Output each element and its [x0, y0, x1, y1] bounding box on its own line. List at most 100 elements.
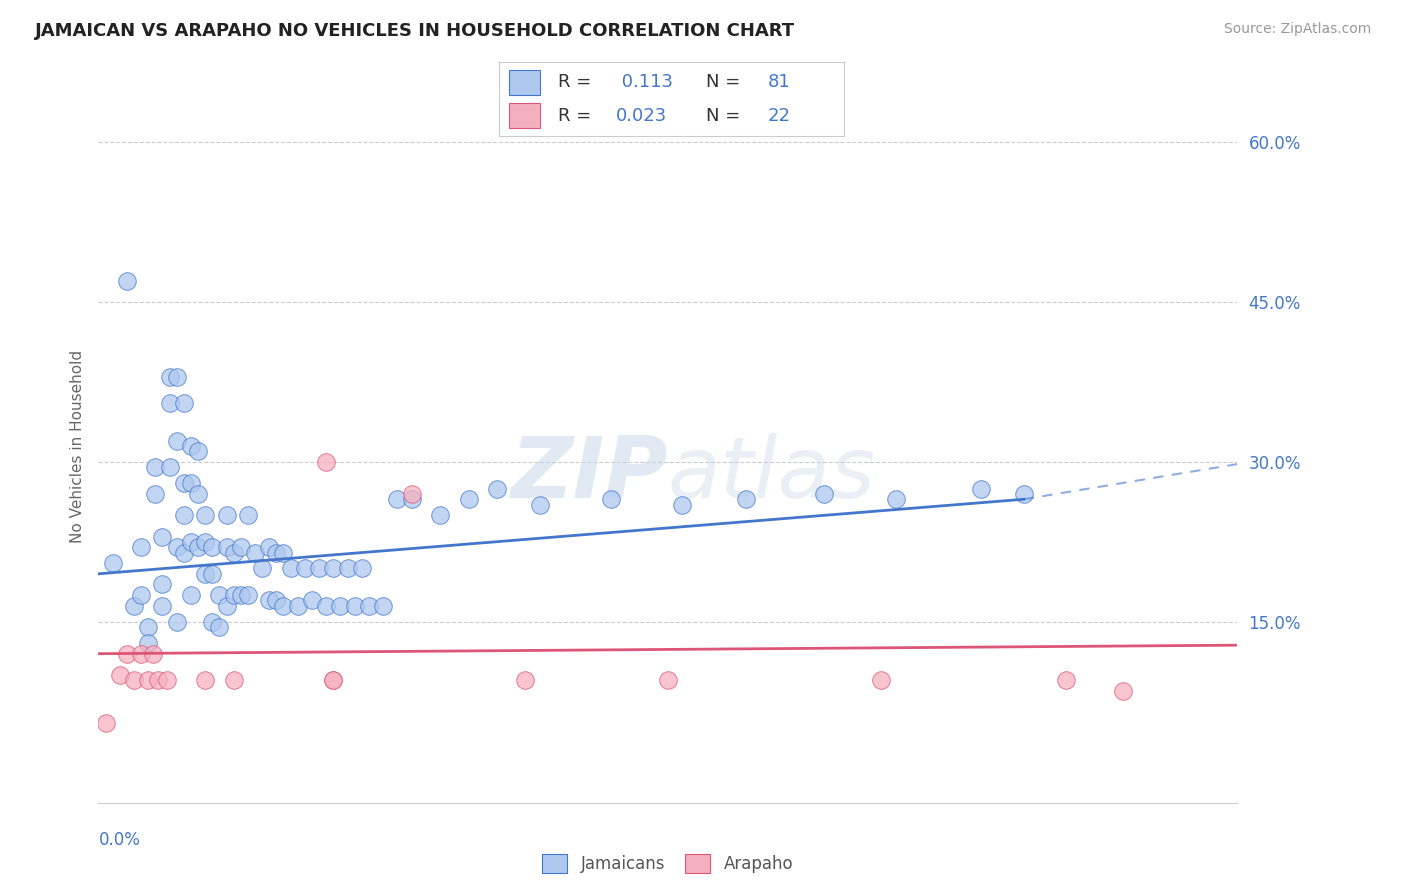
Point	[301, 593, 323, 607]
Point	[387, 492, 409, 507]
Point	[122, 599, 145, 613]
Point	[156, 673, 179, 688]
Point	[236, 508, 259, 523]
Point	[329, 599, 352, 613]
Point	[401, 487, 423, 501]
Point	[166, 434, 188, 448]
FancyBboxPatch shape	[509, 70, 540, 95]
Point	[201, 540, 224, 554]
Point	[173, 476, 195, 491]
Point	[187, 540, 209, 554]
Point	[215, 540, 238, 554]
Point	[1012, 487, 1035, 501]
Point	[1112, 684, 1135, 698]
Point	[129, 647, 152, 661]
Point	[280, 561, 302, 575]
Point	[122, 673, 145, 688]
Point	[515, 673, 537, 688]
Point	[273, 545, 295, 559]
Point	[108, 668, 131, 682]
Point	[229, 540, 252, 554]
Point	[136, 620, 159, 634]
Point	[159, 460, 181, 475]
Y-axis label: No Vehicles in Household: No Vehicles in Household	[69, 350, 84, 542]
Point	[180, 534, 202, 549]
Point	[152, 577, 174, 591]
Point	[1056, 673, 1078, 688]
Point	[166, 615, 188, 629]
Point	[159, 396, 181, 410]
Point	[243, 545, 266, 559]
Point	[173, 508, 195, 523]
Point	[357, 599, 380, 613]
Point	[194, 534, 217, 549]
Point	[187, 487, 209, 501]
Point	[141, 647, 163, 661]
Point	[671, 498, 693, 512]
Text: 0.0%: 0.0%	[98, 831, 141, 849]
Point	[148, 673, 170, 688]
Point	[194, 566, 217, 581]
Point	[1398, 673, 1406, 688]
Point	[129, 540, 152, 554]
Point	[208, 620, 231, 634]
Point	[136, 673, 159, 688]
Point	[215, 508, 238, 523]
Point	[343, 599, 366, 613]
Point	[94, 715, 117, 730]
Point	[373, 599, 395, 613]
Point	[486, 482, 509, 496]
Point	[208, 588, 231, 602]
Text: 22: 22	[768, 107, 790, 125]
Point	[266, 593, 288, 607]
Point	[173, 545, 195, 559]
Point	[187, 444, 209, 458]
Point	[870, 673, 893, 688]
Text: 0.113: 0.113	[616, 73, 673, 91]
Point	[884, 492, 907, 507]
Point	[180, 476, 202, 491]
Point	[429, 508, 451, 523]
Point	[180, 588, 202, 602]
Text: ZIP: ZIP	[510, 433, 668, 516]
Point	[250, 561, 273, 575]
Point	[315, 599, 337, 613]
Point	[152, 599, 174, 613]
Text: Source: ZipAtlas.com: Source: ZipAtlas.com	[1223, 22, 1371, 37]
Point	[308, 561, 330, 575]
Point	[970, 482, 993, 496]
Point	[215, 599, 238, 613]
Point	[166, 540, 188, 554]
Point	[229, 588, 252, 602]
Text: N =: N =	[706, 73, 745, 91]
Point	[222, 673, 245, 688]
Point	[115, 647, 138, 661]
Text: JAMAICAN VS ARAPAHO NO VEHICLES IN HOUSEHOLD CORRELATION CHART: JAMAICAN VS ARAPAHO NO VEHICLES IN HOUSE…	[35, 22, 796, 40]
Point	[201, 615, 224, 629]
Point	[129, 588, 152, 602]
Point	[259, 540, 281, 554]
Point	[813, 487, 835, 501]
Point	[152, 529, 174, 543]
Point	[294, 561, 316, 575]
Point	[222, 588, 245, 602]
Point	[529, 498, 551, 512]
Legend: Jamaicans, Arapaho: Jamaicans, Arapaho	[536, 847, 800, 880]
Point	[350, 561, 373, 575]
Point	[657, 673, 679, 688]
Text: N =: N =	[706, 107, 745, 125]
Text: R =: R =	[558, 107, 596, 125]
Point	[101, 556, 124, 570]
Point	[1340, 673, 1362, 688]
Text: R =: R =	[558, 73, 596, 91]
Point	[336, 561, 359, 575]
Point	[145, 460, 167, 475]
Point	[173, 396, 195, 410]
Point	[273, 599, 295, 613]
Point	[322, 673, 344, 688]
Point	[136, 636, 159, 650]
Point	[194, 508, 217, 523]
Point	[259, 593, 281, 607]
Point	[166, 369, 188, 384]
Point	[322, 561, 344, 575]
